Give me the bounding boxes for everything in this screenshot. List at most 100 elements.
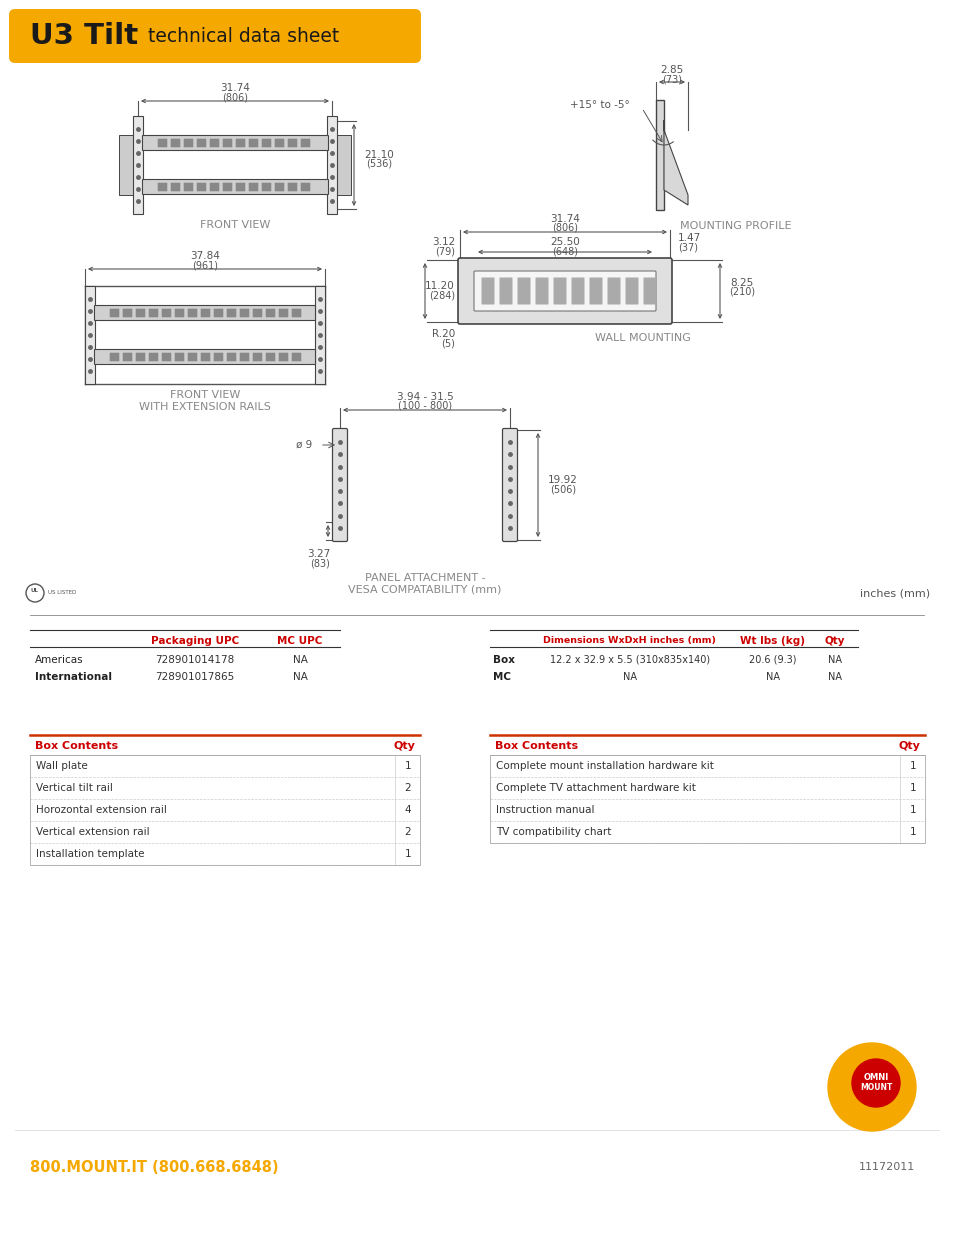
FancyBboxPatch shape (589, 278, 602, 305)
Bar (85, 287, 95, 384)
Polygon shape (663, 120, 687, 205)
Text: 1: 1 (909, 805, 915, 815)
Text: UL: UL (30, 589, 39, 594)
FancyBboxPatch shape (135, 309, 145, 317)
Text: 3.27: 3.27 (307, 550, 330, 559)
Text: FRONT VIEW: FRONT VIEW (199, 220, 270, 230)
FancyBboxPatch shape (239, 309, 249, 317)
Text: Americas: Americas (35, 655, 84, 664)
FancyBboxPatch shape (123, 353, 132, 362)
Text: 19.92: 19.92 (547, 475, 578, 485)
Text: Vertical tilt rail: Vertical tilt rail (36, 783, 112, 793)
FancyBboxPatch shape (184, 138, 193, 147)
Text: Wall plate: Wall plate (36, 761, 88, 771)
FancyBboxPatch shape (535, 278, 548, 305)
Text: 25.50: 25.50 (550, 237, 579, 247)
Text: MOUNTING PROFILE: MOUNTING PROFILE (679, 221, 791, 231)
Text: NA: NA (827, 655, 841, 664)
FancyBboxPatch shape (227, 353, 236, 362)
FancyBboxPatch shape (161, 353, 172, 362)
FancyBboxPatch shape (123, 309, 132, 317)
FancyBboxPatch shape (249, 183, 258, 191)
Text: Wt lbs (kg): Wt lbs (kg) (740, 636, 804, 646)
FancyBboxPatch shape (210, 183, 219, 191)
Text: U3 Tilt: U3 Tilt (30, 22, 138, 49)
Text: (806): (806) (222, 91, 248, 103)
FancyBboxPatch shape (171, 138, 180, 147)
Text: 11.20: 11.20 (425, 282, 455, 291)
Text: Horozontal extension rail: Horozontal extension rail (36, 805, 167, 815)
Text: 21.10: 21.10 (364, 149, 394, 161)
FancyBboxPatch shape (274, 138, 284, 147)
Text: (37): (37) (678, 242, 698, 252)
FancyBboxPatch shape (278, 353, 288, 362)
FancyBboxPatch shape (196, 183, 206, 191)
FancyBboxPatch shape (110, 309, 119, 317)
FancyBboxPatch shape (571, 278, 584, 305)
Text: (506): (506) (549, 485, 576, 495)
Text: Installation template: Installation template (36, 848, 144, 860)
Text: (536): (536) (366, 159, 392, 169)
Text: NA: NA (827, 672, 841, 682)
FancyBboxPatch shape (110, 353, 119, 362)
FancyBboxPatch shape (213, 353, 223, 362)
FancyBboxPatch shape (94, 305, 315, 321)
FancyBboxPatch shape (266, 353, 275, 362)
Text: Box Contents: Box Contents (495, 741, 578, 751)
FancyBboxPatch shape (149, 309, 158, 317)
Text: MOUNT: MOUNT (859, 1083, 891, 1093)
Text: 3.94 - 31.5: 3.94 - 31.5 (396, 391, 453, 403)
Text: US LISTED: US LISTED (48, 590, 76, 595)
Text: 2.85: 2.85 (659, 65, 683, 75)
Text: 800.MOUNT.IT (800.668.6848): 800.MOUNT.IT (800.668.6848) (30, 1160, 278, 1174)
Text: (73): (73) (661, 74, 681, 84)
FancyBboxPatch shape (222, 138, 233, 147)
FancyBboxPatch shape (174, 353, 184, 362)
Bar (30, 755, 419, 864)
FancyBboxPatch shape (333, 429, 347, 541)
Text: (100 - 800): (100 - 800) (397, 401, 452, 411)
Text: Qty: Qty (824, 636, 844, 646)
Text: NA: NA (293, 655, 307, 664)
Text: Box: Box (493, 655, 515, 664)
Text: 1: 1 (404, 848, 411, 860)
Text: Qty: Qty (393, 741, 415, 751)
Text: TV compatibility chart: TV compatibility chart (496, 827, 611, 837)
Text: +15° to -5°: +15° to -5° (570, 100, 629, 110)
Text: (83): (83) (310, 558, 330, 568)
Text: Vertical extension rail: Vertical extension rail (36, 827, 150, 837)
Text: (210): (210) (728, 287, 754, 296)
FancyBboxPatch shape (502, 429, 517, 541)
Text: MC: MC (493, 672, 511, 682)
Text: technical data sheet: technical data sheet (142, 26, 339, 46)
FancyBboxPatch shape (266, 309, 275, 317)
Text: (284): (284) (429, 291, 455, 301)
Text: Instruction manual: Instruction manual (496, 805, 594, 815)
FancyBboxPatch shape (474, 270, 656, 311)
Bar (314, 287, 325, 384)
Text: (79): (79) (435, 246, 455, 256)
FancyBboxPatch shape (625, 278, 638, 305)
Circle shape (851, 1058, 899, 1107)
FancyBboxPatch shape (174, 309, 184, 317)
Text: 20.6 (9.3): 20.6 (9.3) (748, 655, 796, 664)
Bar (327, 116, 336, 214)
FancyBboxPatch shape (161, 309, 172, 317)
Text: WITH EXTENSION RAILS: WITH EXTENSION RAILS (139, 403, 271, 412)
FancyBboxPatch shape (235, 183, 245, 191)
FancyBboxPatch shape (210, 138, 219, 147)
Text: VESA COMPATABILITY (mm): VESA COMPATABILITY (mm) (348, 585, 501, 595)
Text: inches (mm): inches (mm) (859, 588, 929, 598)
Text: 31.74: 31.74 (220, 83, 250, 93)
Text: (5): (5) (440, 338, 455, 348)
Text: (648): (648) (552, 246, 578, 256)
FancyBboxPatch shape (235, 138, 245, 147)
FancyBboxPatch shape (300, 138, 310, 147)
FancyBboxPatch shape (200, 353, 210, 362)
Text: R.20: R.20 (432, 329, 455, 338)
FancyBboxPatch shape (481, 278, 494, 305)
Text: 2: 2 (404, 783, 411, 793)
Text: (961): (961) (192, 261, 218, 270)
FancyBboxPatch shape (261, 183, 271, 191)
FancyBboxPatch shape (292, 309, 301, 317)
